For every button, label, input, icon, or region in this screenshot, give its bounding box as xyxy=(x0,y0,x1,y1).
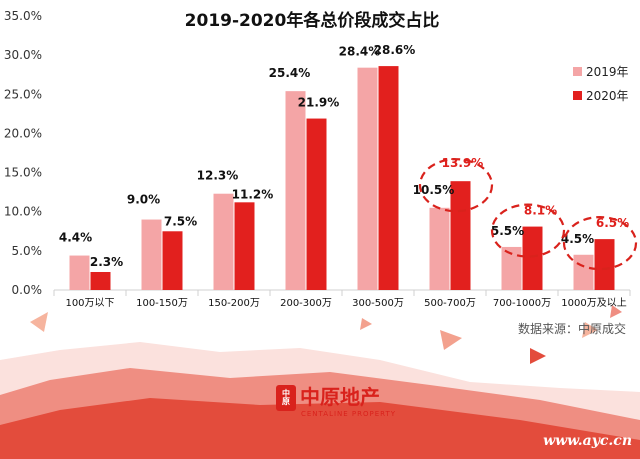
data-label-2020-7: 6.5% xyxy=(596,216,629,230)
data-label-2020-0: 2.3% xyxy=(90,255,123,269)
data-label-2019-4: 28.4% xyxy=(339,45,381,59)
y-tick-label: 20.0% xyxy=(4,126,42,140)
y-tick-label: 30.0% xyxy=(4,48,42,62)
y-tick-label: 15.0% xyxy=(4,166,42,180)
y-tick-label: 35.0% xyxy=(4,9,42,23)
bar-2020-6 xyxy=(522,226,543,290)
bar-2020-1 xyxy=(162,231,183,290)
y-axis-ticks: 0.0% 5.0% 10.0% 15.0% 20.0% 25.0% 30.0% 35.0% xyxy=(4,9,42,297)
data-label-2019-7: 4.5% xyxy=(561,232,594,246)
bar-2019-4 xyxy=(357,67,378,290)
legend-swatch-2020 xyxy=(573,91,582,100)
data-label-2020-5: 13.9% xyxy=(442,156,484,170)
bars xyxy=(69,66,615,290)
bar-2019-6 xyxy=(501,246,522,290)
decorative-banner xyxy=(0,305,640,459)
source-note: 数据来源：中原成交 xyxy=(518,321,626,336)
data-label-2020-4: 28.6% xyxy=(374,43,416,57)
data-label-2020-6: 8.1% xyxy=(524,204,557,218)
bar-2020-2 xyxy=(234,202,255,290)
legend: 2019年 2020年 xyxy=(573,65,629,103)
bar-2020-7 xyxy=(594,239,615,290)
y-tick-label: 0.0% xyxy=(12,283,43,297)
highlight-ellipse-5 xyxy=(418,158,494,213)
bar-2019-2 xyxy=(213,193,234,290)
x-tick-label: 700-1000万 xyxy=(493,298,551,309)
bar-2020-3 xyxy=(306,118,327,290)
data-label-2019-5: 10.5% xyxy=(413,183,455,197)
data-label-2020-2: 11.2% xyxy=(232,187,274,201)
data-label-2019-6: 5.5% xyxy=(491,224,524,238)
y-tick-label: 25.0% xyxy=(4,87,42,101)
x-tick-label: 1000万及以上 xyxy=(561,297,626,309)
brand-subtitle: CENTALINE PROPERTY xyxy=(301,410,396,418)
bar-2020-0 xyxy=(90,271,111,290)
y-tick-label: 5.0% xyxy=(12,244,43,258)
data-label-2020-3: 21.9% xyxy=(298,96,340,110)
x-axis-labels: 100万以下 100-150万 150-200万 200-300万 300-500万 50… xyxy=(53,290,631,309)
bar-2019-5 xyxy=(429,207,450,290)
highlight-ellipse-7 xyxy=(562,216,638,271)
brand-name: 中原地产 xyxy=(300,385,380,409)
bar-2019-7 xyxy=(573,254,594,290)
legend-label-2020: 2020年 xyxy=(586,89,629,103)
brand-seal-icon xyxy=(276,385,296,411)
highlight-circles xyxy=(418,158,638,271)
bar-2019-0 xyxy=(69,255,90,290)
bar-2019-1 xyxy=(141,219,162,290)
watermark-text: www.ayc.cn xyxy=(543,433,632,449)
legend-swatch-2019 xyxy=(573,67,582,76)
highlight-ellipse-6 xyxy=(490,203,566,258)
bar-2020-5 xyxy=(450,181,471,290)
x-tick-label: 150-200万 xyxy=(208,298,260,309)
legend-label-2019: 2019年 xyxy=(586,65,629,79)
x-tick-label: 300-500万 xyxy=(352,298,404,309)
brand-logo: 中原 中原地产 CENTALINE PROPERTY xyxy=(276,385,396,418)
chart-title: 2019-2020年各总价段成交占比 xyxy=(185,10,440,31)
brand-seal-text: 中原 xyxy=(282,388,291,406)
data-label-2019-2: 12.3% xyxy=(197,169,239,183)
y-tick-label: 10.0% xyxy=(4,205,42,219)
data-label-2019-1: 9.0% xyxy=(127,193,160,207)
bar-2020-4 xyxy=(378,66,399,290)
x-tick-label: 200-300万 xyxy=(280,298,332,309)
bar-2019-3 xyxy=(285,91,306,290)
value-labels: 4.4% 2.3% 9.0% 7.5% 12.3% 11.2% 25.4% 21.9% 28.4… xyxy=(59,43,629,269)
data-label-2019-0: 4.4% xyxy=(59,231,92,245)
data-label-2020-1: 7.5% xyxy=(164,214,197,228)
x-tick-label: 100万以下 xyxy=(65,298,114,309)
x-tick-label: 100-150万 xyxy=(136,298,188,309)
x-tick-label: 500-700万 xyxy=(424,298,476,309)
data-label-2019-3: 25.4% xyxy=(269,66,311,80)
